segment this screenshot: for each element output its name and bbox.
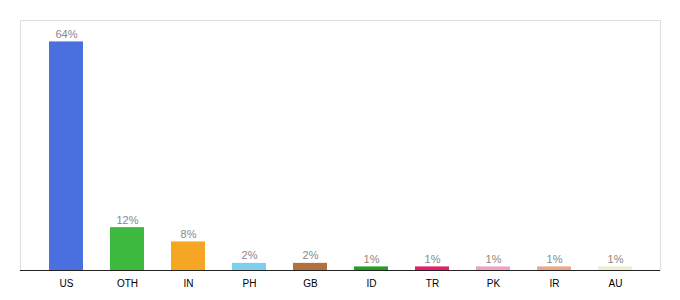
svg-text:PK: PK [487,278,501,289]
svg-text:1%: 1% [364,253,380,265]
svg-text:OTH: OTH [117,278,138,289]
svg-text:1%: 1% [547,253,563,265]
svg-text:IN: IN [184,278,194,289]
svg-text:AU: AU [609,278,623,289]
svg-text:8%: 8% [181,228,197,240]
svg-text:12%: 12% [116,214,138,226]
svg-text:ID: ID [367,278,377,289]
svg-text:TR: TR [426,278,439,289]
svg-text:2%: 2% [242,249,258,261]
svg-text:64%: 64% [55,28,77,40]
svg-text:1%: 1% [425,253,441,265]
svg-text:2%: 2% [303,249,319,261]
svg-text:GB: GB [303,278,318,289]
svg-text:1%: 1% [608,253,624,265]
svg-text:PH: PH [243,278,257,289]
svg-text:1%: 1% [486,253,502,265]
svg-text:US: US [60,278,74,289]
svg-text:IR: IR [550,278,560,289]
